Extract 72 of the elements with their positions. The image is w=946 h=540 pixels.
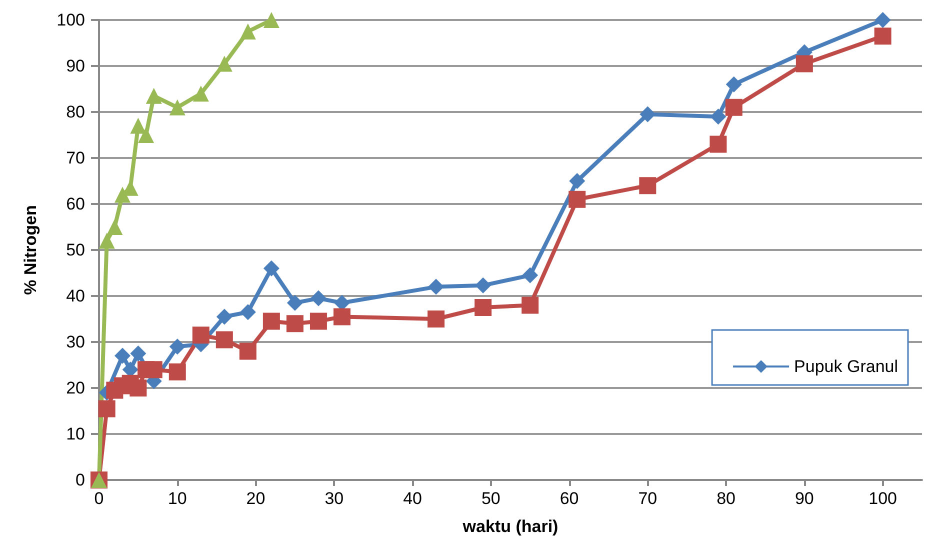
point [146, 88, 162, 104]
point [192, 86, 209, 102]
point [522, 296, 539, 314]
point [726, 76, 742, 92]
y-tick-label: 80 [66, 102, 85, 122]
point [130, 346, 146, 362]
point [98, 400, 116, 418]
point [428, 310, 445, 328]
y-tick-label: 10 [66, 424, 85, 444]
legend-label: Pupuk Granul [794, 357, 898, 376]
x-tick-label: 60 [560, 489, 579, 508]
x-tick-label: 90 [794, 489, 814, 508]
point [240, 24, 256, 40]
x-tick-label: 20 [246, 489, 266, 508]
point [474, 299, 492, 316]
x-tick-label: 50 [481, 489, 500, 508]
point [569, 173, 586, 189]
x-tick-label: 10 [168, 489, 187, 508]
point [98, 232, 115, 249]
x-tick-label: 70 [638, 489, 658, 508]
point [145, 361, 162, 378]
point [138, 127, 154, 143]
point [216, 331, 233, 348]
point [130, 380, 147, 396]
y-tick-label: 90 [66, 56, 85, 76]
point [239, 342, 256, 360]
point [192, 326, 210, 344]
point [114, 348, 131, 364]
point [286, 315, 304, 332]
point [710, 108, 726, 125]
point [216, 308, 232, 325]
point [639, 177, 656, 194]
y-tick-label: 0 [76, 470, 85, 490]
point [169, 99, 186, 116]
point [333, 308, 350, 326]
y-axis-title: % Nitrogen [21, 205, 40, 295]
point [874, 28, 892, 45]
point [168, 363, 186, 380]
y-tick-label: 40 [66, 286, 85, 306]
x-tick-label: 80 [716, 489, 736, 508]
point [568, 190, 586, 208]
point [310, 312, 327, 330]
y-tick-label: 20 [66, 378, 85, 398]
point [106, 219, 123, 235]
x-axis-title: waktu (hari) [462, 517, 558, 536]
y-tick-label: 30 [66, 332, 85, 352]
point [216, 56, 232, 72]
y-tick-label: 50 [66, 240, 85, 260]
point [114, 186, 131, 203]
point [263, 260, 280, 276]
point [428, 278, 444, 295]
point [169, 338, 186, 355]
point [725, 98, 742, 116]
point [874, 12, 891, 28]
point [640, 106, 656, 122]
point [796, 55, 813, 72]
x-tick-label: 0 [94, 489, 104, 508]
y-tick-label: 60 [66, 194, 85, 214]
x-tick-label: 100 [868, 489, 897, 508]
point [263, 12, 280, 28]
point [522, 267, 538, 284]
point [262, 312, 280, 330]
y-tick-label: 70 [66, 148, 85, 168]
point [130, 118, 146, 134]
point [286, 294, 303, 311]
x-tick-label: 40 [403, 489, 422, 508]
x-tick-label: 30 [324, 489, 344, 508]
y-tick-label: 100 [56, 10, 85, 30]
point [475, 277, 492, 294]
point [710, 136, 727, 153]
point [240, 304, 256, 320]
point [310, 290, 326, 306]
